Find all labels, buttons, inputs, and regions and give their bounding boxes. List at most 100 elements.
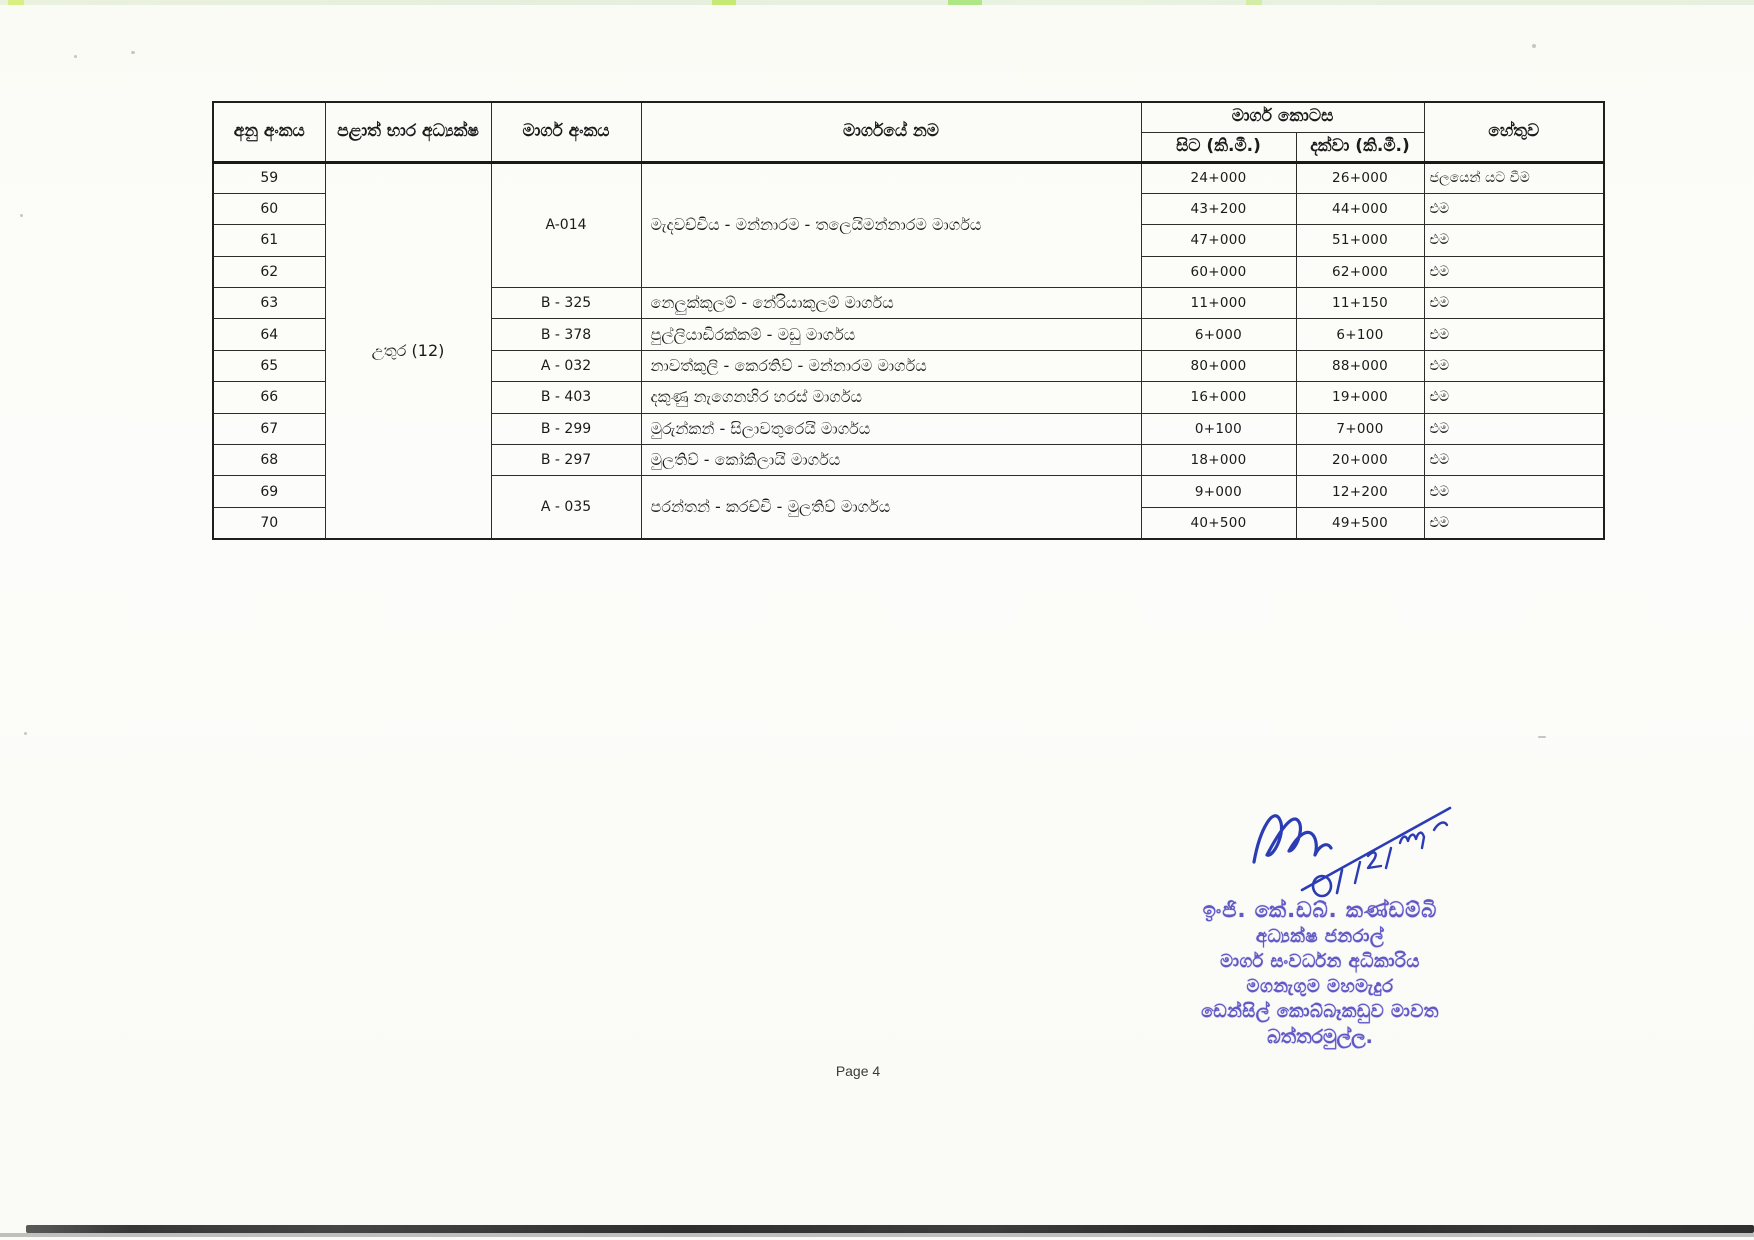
km-from-cell: 60+000 <box>1140 255 1297 289</box>
stamp-line: අධ්‍යක්ෂ ජනරාල් <box>1255 926 1385 947</box>
header-to-km: දක්වා (කි.මී.) <box>1295 131 1425 163</box>
serial-cell: 66 <box>212 381 326 414</box>
reason-cell: එම <box>1423 349 1605 383</box>
km-to-cell: 49+500 <box>1295 506 1425 540</box>
reason-cell: එම <box>1423 412 1605 446</box>
header-director: පළාත් භාර අධ්‍යක්ෂ <box>324 101 492 163</box>
serial-cell: 70 <box>212 506 326 540</box>
table-row: 59 උතුර (12) A-014 මැදවච්චිය - මන්නාරම -… <box>212 161 1605 540</box>
serial-cell: 59 <box>212 161 326 194</box>
road-name-cell: නාවත්කුලි - කෙරතිව් - මන්නාරම මාර්ගය <box>640 349 1142 383</box>
reason-cell: ජලයෙන් යට වීම <box>1423 161 1605 194</box>
reason-cell: එම <box>1423 192 1605 226</box>
km-from-cell: 0+100 <box>1140 412 1297 446</box>
stamp-line: මාර්ග සංවර්ධන අධිකාරිය <box>1220 951 1420 972</box>
km-to-cell: 11+150 <box>1295 287 1425 320</box>
scan-artifact-bottom-edge-2 <box>0 1233 1754 1237</box>
scan-speck <box>131 51 135 54</box>
road-number-cell: B - 403 <box>490 381 642 414</box>
table-row: 69 A - 035 පරන්තන් - කරච්චි - මුලතිව් මා… <box>212 475 1605 540</box>
header-road-number: මාර්ග අංකය <box>490 101 642 163</box>
header-serial: අනු අංකය <box>212 101 326 163</box>
scan-speck <box>24 732 27 735</box>
table-row: 65 A - 032 නාවත්කුලි - කෙරතිව් - මන්නාරම… <box>212 349 1605 383</box>
serial-cell: 63 <box>212 287 326 320</box>
table-row: 61 47+000 51+000 එම <box>212 224 1605 257</box>
km-from-cell: 24+000 <box>1140 161 1297 194</box>
scan-artifact-bottom-edge <box>26 1225 1754 1233</box>
table-row: 62 60+000 62+000 එම <box>212 255 1605 289</box>
km-from-cell: 9+000 <box>1140 475 1297 508</box>
scan-speck <box>74 55 77 58</box>
km-from-cell: 11+000 <box>1140 287 1297 320</box>
road-number-cell: B - 325 <box>490 287 642 320</box>
page-number: Page 4 <box>835 1063 881 1079</box>
table-row: 68 B - 297 මුලතිව් - කෝකිලායි මාර්ගය 18+… <box>212 444 1605 477</box>
reason-cell: එම <box>1423 381 1605 414</box>
serial-cell: 67 <box>212 412 326 446</box>
serial-cell: 62 <box>212 255 326 289</box>
reason-cell: එම <box>1423 475 1605 508</box>
reason-cell: එම <box>1423 506 1605 540</box>
km-to-cell: 88+000 <box>1295 349 1425 383</box>
stamp-line: ඉංජි. කේ.ඩබ්. කණ්ඩම්බි <box>1202 898 1438 922</box>
km-from-cell: 43+200 <box>1140 192 1297 226</box>
road-name-cell: නෙලුක්කුලම් - නේරියාකුලම් මාර්ගය <box>640 287 1142 320</box>
serial-cell: 69 <box>212 475 326 508</box>
km-from-cell: 40+500 <box>1140 506 1297 540</box>
header-reason: හේතුව <box>1423 101 1605 163</box>
table-row: 70 40+500 49+500 එම <box>212 506 1605 540</box>
serial-cell: 65 <box>212 349 326 383</box>
km-from-cell: 18+000 <box>1140 444 1297 477</box>
scan-speck <box>1538 736 1546 738</box>
km-to-cell: 6+100 <box>1295 318 1425 351</box>
km-to-cell: 26+000 <box>1295 161 1425 194</box>
road-number-cell: A - 032 <box>490 349 642 383</box>
road-number-cell: B - 299 <box>490 412 642 446</box>
serial-cell: 64 <box>212 318 326 351</box>
km-to-cell: 7+000 <box>1295 412 1425 446</box>
road-name-cell: දකුණු නැගෙනහිර හරස් මාර්ගය <box>640 381 1142 414</box>
km-to-cell: 51+000 <box>1295 224 1425 257</box>
road-name-cell: පරන්තන් - කරච්චි - මුලතිව් මාර්ගය <box>640 475 1142 540</box>
km-to-cell: 44+000 <box>1295 192 1425 226</box>
km-from-cell: 16+000 <box>1140 381 1297 414</box>
table-row: 60 43+200 44+000 එම <box>212 192 1605 226</box>
serial-cell: 60 <box>212 192 326 226</box>
header-row-1: අනු අංකය පළාත් භාර අධ්‍යක්ෂ මාර්ග අංකය ම… <box>212 101 1605 163</box>
road-name-cell: මැදවච්චිය - මන්නාරම - තලෙයිමන්නාරම මාර්ග… <box>640 161 1142 289</box>
road-number-cell: B - 297 <box>490 444 642 477</box>
km-to-cell: 19+000 <box>1295 381 1425 414</box>
table-row: 64 B - 378 පුල්ලියාඩිරක්කම් - මඩු මාර්ගය… <box>212 318 1605 351</box>
stamp-line: ඩෙන්සිල් කොබ්බෑකඩුව මාවත <box>1201 1001 1439 1022</box>
road-sections-table: අනු අංකය පළාත් භාර අධ්‍යක්ෂ මාර්ග අංකය ම… <box>212 101 1606 540</box>
scan-artifact-top-edge <box>0 0 1754 5</box>
reason-cell: එම <box>1423 287 1605 320</box>
road-number-cell: A - 035 <box>490 475 642 540</box>
header-road-section: මාර්ග කොටස <box>1140 101 1425 133</box>
road-name-cell: මුරුන්කන් - සිලාවතුරෙයි මාර්ගය <box>640 412 1142 446</box>
reason-cell: එම <box>1423 224 1605 257</box>
table-row: 67 B - 299 මුරුන්කන් - සිලාවතුරෙයි මාර්ග… <box>212 412 1605 446</box>
road-number-cell: B - 378 <box>490 318 642 351</box>
km-from-cell: 6+000 <box>1140 318 1297 351</box>
road-name-cell: මුලතිව් - කෝකිලායි මාර්ගය <box>640 444 1142 477</box>
serial-cell: 61 <box>212 224 326 257</box>
table-row: 63 B - 325 නෙලුක්කුලම් - නේරියාකුලම් මාර… <box>212 287 1605 320</box>
km-from-cell: 80+000 <box>1140 349 1297 383</box>
official-stamp: ඉංජි. කේ.ඩබ්. කණ්ඩම්බි අධ්‍යක්ෂ ජනරාල් ම… <box>1140 897 1500 1050</box>
reason-cell: එම <box>1423 318 1605 351</box>
scan-speck <box>20 214 23 217</box>
reason-cell: එම <box>1423 255 1605 289</box>
serial-cell: 68 <box>212 444 326 477</box>
km-from-cell: 47+000 <box>1140 224 1297 257</box>
road-name-cell: පුල්ලියාඩිරක්කම් - මඩු මාර්ගය <box>640 318 1142 351</box>
scan-speck <box>1532 44 1536 48</box>
signature-ink <box>1252 806 1452 898</box>
header-row-2: සිට (කි.මී.) දක්වා (කි.මී.) <box>213 131 1604 163</box>
km-to-cell: 20+000 <box>1295 444 1425 477</box>
header-road-name: මාර්ගයේ නම <box>640 101 1142 163</box>
road-number-cell: A-014 <box>490 161 642 289</box>
km-to-cell: 62+000 <box>1295 255 1425 289</box>
signature <box>1238 798 1458 908</box>
